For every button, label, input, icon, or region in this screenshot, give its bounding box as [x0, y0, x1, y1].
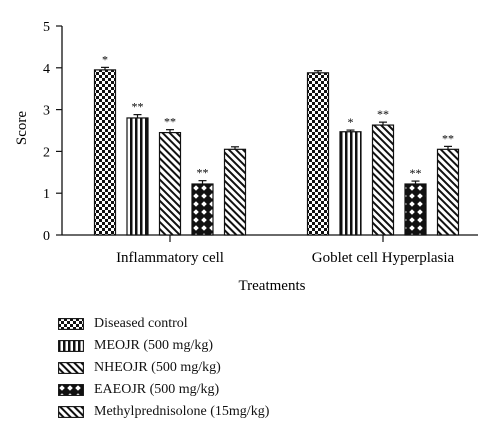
legend-label: Diseased control — [94, 316, 188, 331]
bar — [126, 117, 149, 236]
significance-label: * — [102, 52, 108, 66]
y-axis-label: Score — [14, 111, 30, 145]
legend-swatch — [58, 318, 84, 330]
legend-label: Methylprednisolone (15mg/kg) — [94, 404, 270, 419]
significance-label: ** — [377, 107, 389, 121]
legend-label: MEOJR (500 mg/kg) — [94, 338, 213, 353]
x-tick-label: Goblet cell Hyperplasia — [312, 250, 455, 266]
legend-swatch — [58, 406, 84, 418]
bar — [404, 183, 427, 236]
y-tick-label: 0 — [43, 229, 50, 244]
bar — [436, 148, 460, 236]
bar — [191, 183, 214, 236]
legend-swatch — [58, 362, 84, 374]
y-tick-label: 3 — [43, 104, 50, 119]
y-tick-label: 1 — [43, 187, 50, 202]
legend-item: Diseased control — [58, 313, 269, 335]
bar — [306, 72, 330, 236]
y-tick-label: 5 — [43, 20, 50, 35]
bar — [93, 69, 117, 236]
legend-item: MEOJR (500 mg/kg) — [58, 335, 269, 357]
bars: ************** — [93, 52, 460, 236]
bar-chart: 0 1 2 3 4 5 Inflammatory cell Goblet cell Hyper… — [14, 20, 478, 294]
legend-item: Methylprednisolone (15mg/kg) — [58, 401, 269, 423]
legend: Diseased control MEOJR (500 mg/kg) NHEOJR … — [58, 313, 269, 423]
significance-label: ** — [442, 131, 454, 145]
bar — [339, 131, 362, 236]
significance-label: ** — [197, 166, 209, 180]
bar — [158, 131, 182, 236]
x-tick-label: Inflammatory cell — [116, 250, 224, 266]
legend-swatch — [58, 384, 84, 396]
significance-label: ** — [132, 100, 144, 114]
legend-label: NHEOJR (500 mg/kg) — [94, 360, 221, 375]
significance-label: * — [348, 115, 354, 129]
significance-label: ** — [164, 115, 176, 129]
y-tick-label: 2 — [43, 145, 50, 160]
bar — [371, 124, 395, 236]
legend-label: EAEOJR (500 mg/kg) — [94, 382, 220, 397]
significance-label: ** — [410, 166, 422, 180]
legend-swatch — [58, 340, 84, 352]
legend-item: NHEOJR (500 mg/kg) — [58, 357, 269, 379]
legend-item: EAEOJR (500 mg/kg) — [58, 379, 269, 401]
y-tick-label: 4 — [43, 62, 50, 77]
bar — [223, 148, 247, 236]
x-axis-label: Treatments — [239, 278, 306, 294]
